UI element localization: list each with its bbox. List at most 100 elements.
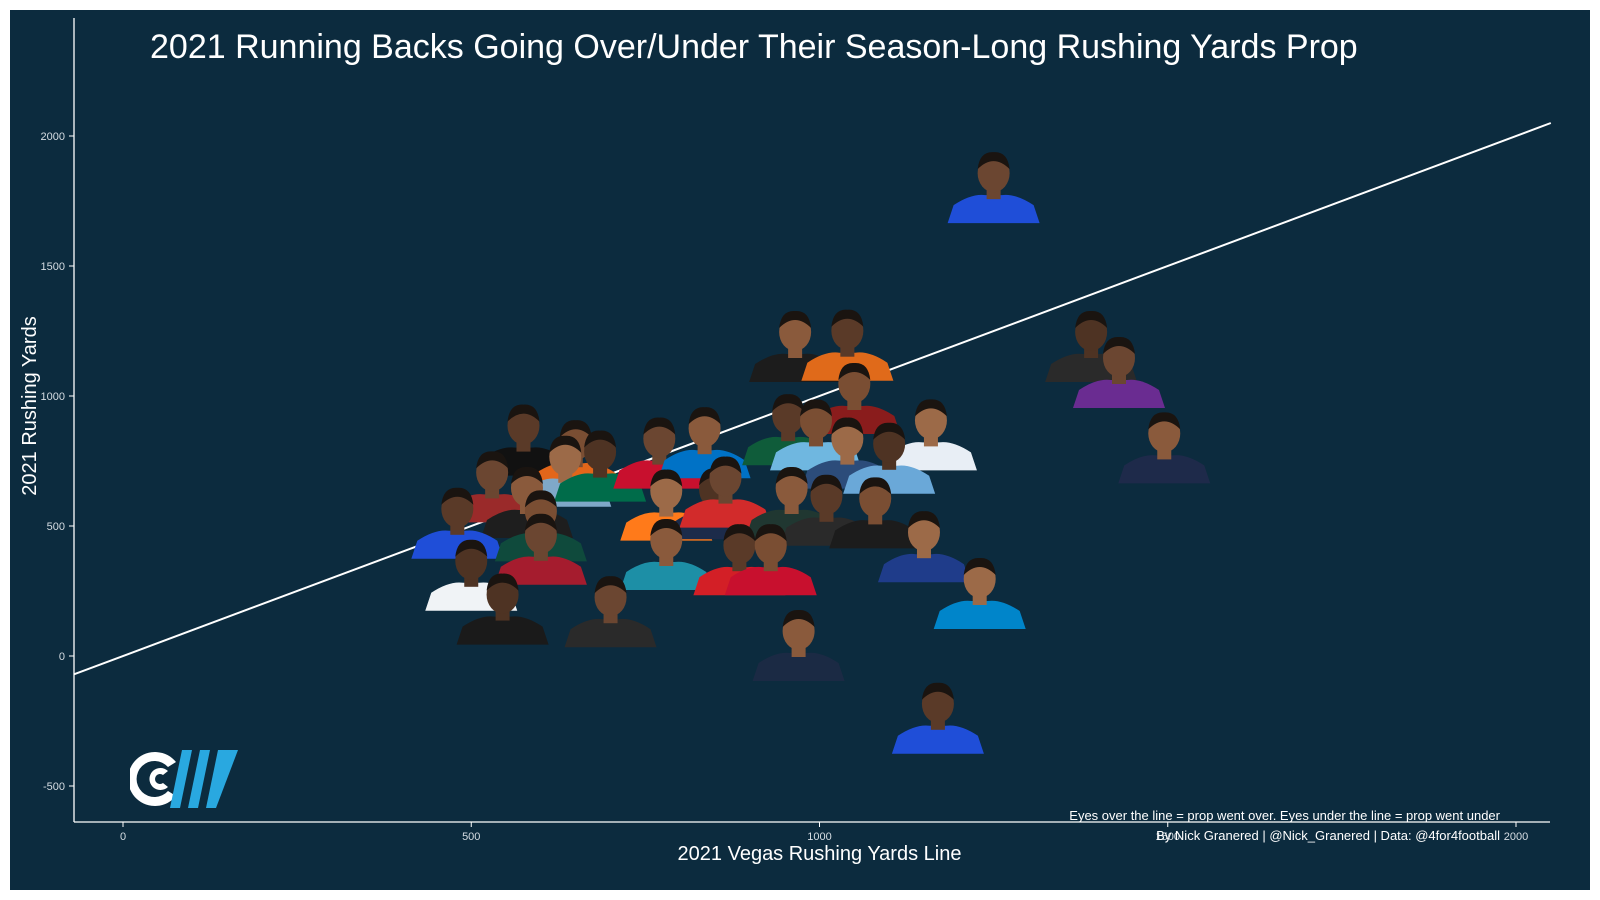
player-hair bbox=[524, 490, 557, 508]
player-head bbox=[977, 154, 1010, 193]
player-head bbox=[1102, 339, 1135, 377]
player-hair bbox=[963, 557, 996, 575]
player-head bbox=[594, 578, 627, 617]
player-head bbox=[859, 479, 892, 518]
player-hair bbox=[643, 417, 676, 435]
player-hair bbox=[1148, 412, 1181, 430]
chart-frame: 0 500 1000 1500 2000 -500 0 500 1000 1500 2000 2021… bbox=[10, 10, 1590, 890]
player-head bbox=[507, 406, 540, 445]
player-hair bbox=[594, 576, 627, 594]
y-tick-label: 1000 bbox=[41, 391, 65, 403]
player-point bbox=[456, 573, 549, 645]
x-axis-title: 2021 Vegas Rushing Yards Line bbox=[678, 843, 962, 865]
player-hair bbox=[559, 420, 592, 438]
player-hair bbox=[650, 518, 683, 536]
axes bbox=[73, 18, 1550, 823]
y-tick-label: -500 bbox=[43, 781, 65, 793]
player-jersey bbox=[877, 553, 970, 583]
player-head bbox=[779, 313, 812, 351]
player-point bbox=[620, 518, 713, 590]
caption-line-1: Eyes over the line = prop went over. Eye… bbox=[1069, 808, 1500, 823]
player-head bbox=[643, 419, 676, 458]
player-jersey bbox=[884, 442, 977, 471]
player-hair bbox=[873, 422, 906, 440]
player-point bbox=[829, 477, 922, 549]
player-head bbox=[524, 515, 557, 554]
player-hair bbox=[723, 524, 756, 542]
player-head bbox=[963, 560, 996, 598]
player-jersey bbox=[724, 566, 817, 596]
player-hair bbox=[779, 310, 812, 328]
player-point bbox=[724, 524, 817, 596]
player-head bbox=[1075, 313, 1108, 351]
player-point bbox=[884, 399, 977, 471]
player-hair bbox=[549, 435, 582, 453]
player-head bbox=[907, 513, 940, 552]
player-head bbox=[914, 401, 947, 440]
player-head bbox=[800, 401, 833, 440]
player-point bbox=[1118, 412, 1211, 484]
player-head bbox=[873, 424, 906, 463]
player-jersey bbox=[620, 561, 713, 590]
player-head bbox=[455, 541, 488, 580]
player-point bbox=[752, 609, 845, 681]
player-jersey bbox=[829, 520, 922, 549]
player-hair bbox=[921, 682, 954, 700]
player-hair bbox=[584, 430, 617, 448]
player-hair bbox=[977, 152, 1010, 170]
data-points bbox=[411, 152, 1211, 754]
player-hair bbox=[455, 539, 488, 557]
player-point bbox=[494, 513, 587, 585]
player-head bbox=[921, 684, 954, 723]
y-tick-label: 2000 bbox=[41, 131, 65, 143]
player-hair bbox=[441, 487, 474, 505]
player-head bbox=[549, 437, 582, 476]
player-head bbox=[838, 365, 871, 403]
caption-line-2: By Nick Granered | @Nick_Granered | Data… bbox=[1156, 828, 1500, 843]
player-hair bbox=[1102, 336, 1135, 354]
player-head bbox=[1148, 414, 1181, 453]
player-head bbox=[831, 311, 864, 350]
player-hair bbox=[507, 404, 540, 422]
player-point bbox=[933, 557, 1026, 629]
player-hair bbox=[1075, 310, 1108, 328]
y-tick-label: 1500 bbox=[41, 261, 65, 273]
player-hair bbox=[486, 573, 519, 591]
player-hair bbox=[510, 466, 543, 484]
player-head bbox=[584, 432, 617, 471]
brand-logo-icon bbox=[130, 750, 238, 808]
player-jersey bbox=[947, 194, 1040, 224]
player-head bbox=[688, 409, 721, 448]
x-tick-label: 2000 bbox=[1504, 831, 1528, 843]
player-point bbox=[564, 576, 657, 648]
player-hair bbox=[831, 417, 864, 435]
player-hair bbox=[859, 477, 892, 495]
player-jersey bbox=[891, 725, 984, 754]
x-tick-label: 500 bbox=[462, 831, 480, 843]
axis-labels: 0 500 1000 1500 2000 -500 0 500 1000 1500 2000 2021… bbox=[19, 131, 1528, 865]
player-point bbox=[679, 456, 772, 528]
player-hair bbox=[810, 474, 843, 492]
player-neck bbox=[659, 504, 674, 517]
player-head bbox=[831, 419, 864, 458]
player-hair bbox=[775, 466, 808, 484]
player-hair bbox=[524, 513, 557, 531]
player-jersey bbox=[494, 556, 587, 585]
player-hair bbox=[772, 394, 805, 412]
player-head bbox=[441, 489, 474, 528]
player-head bbox=[775, 469, 808, 507]
player-jersey bbox=[933, 600, 1026, 629]
player-point bbox=[891, 682, 984, 754]
player-head bbox=[476, 453, 509, 492]
player-head bbox=[772, 396, 805, 435]
y-tick-label: 0 bbox=[59, 651, 65, 663]
player-hair bbox=[476, 451, 509, 469]
reference-line-group bbox=[74, 122, 1552, 676]
player-hair bbox=[754, 524, 787, 542]
player-head bbox=[782, 612, 815, 650]
player-head bbox=[486, 575, 519, 614]
x-tick-label: 1500 bbox=[1156, 831, 1180, 843]
player-head bbox=[723, 526, 756, 565]
player-jersey bbox=[564, 618, 657, 648]
player-head bbox=[709, 458, 742, 497]
